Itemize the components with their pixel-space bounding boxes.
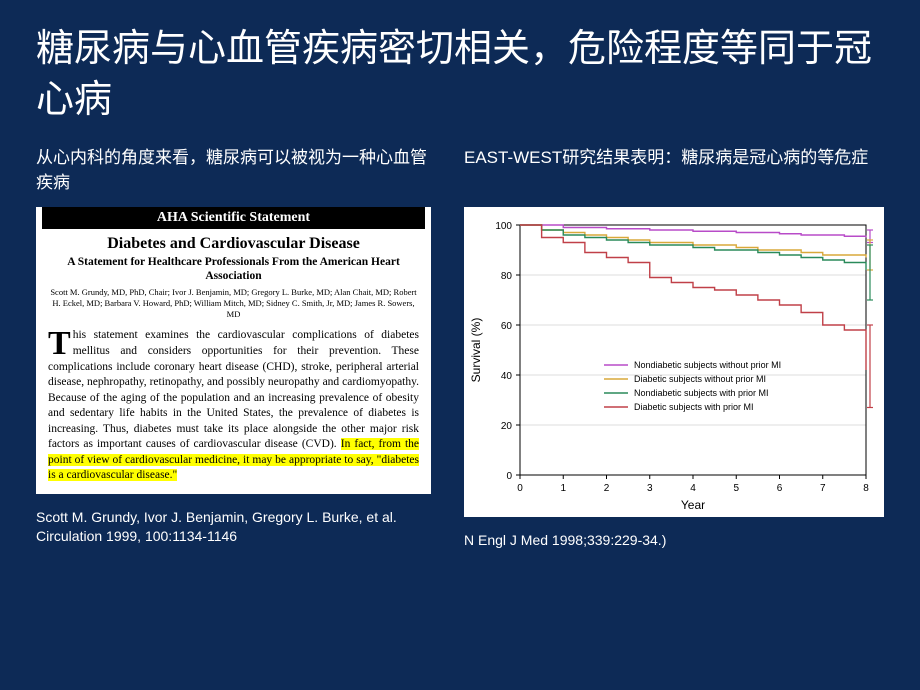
svg-text:Diabetic subjects with prior M: Diabetic subjects with prior MI [634,402,754,412]
content-columns: 从心内科的角度来看，糖尿病可以被视为一种心血管疾病 AHA Scientific… [0,145,920,551]
survival-chart: 0 20 40 60 80 100 0 1 2 3 4 5 6 7 8 Year Survival (%) Non… [464,207,884,517]
left-column: 从心内科的角度来看，糖尿病可以被视为一种心血管疾病 AHA Scientific… [36,145,440,551]
svg-text:40: 40 [501,371,513,382]
paper-body: This statement examines the cardiovascul… [36,328,431,493]
paper-authors: Scott M. Grundy, MD, PhD, Chair; Ivor J.… [46,287,421,320]
left-subheading: 从心内科的角度来看，糖尿病可以被视为一种心血管疾病 [36,145,440,197]
svg-text:100: 100 [495,221,512,232]
paper-title: Diabetes and Cardiovascular Disease [44,235,423,253]
svg-text:7: 7 [820,483,826,494]
svg-text:80: 80 [501,271,513,282]
svg-text:1: 1 [560,483,566,494]
svg-text:Survival (%): Survival (%) [469,317,483,382]
svg-text:Nondiabetic subjects with prio: Nondiabetic subjects with prior MI [634,388,769,398]
svg-text:Diabetic subjects without prio: Diabetic subjects without prior MI [634,374,766,384]
svg-text:60: 60 [501,321,513,332]
svg-text:2: 2 [604,483,610,494]
dropcap: T [48,328,73,359]
right-subheading: EAST-WEST研究结果表明：糖尿病是冠心病的等危症 [464,145,884,197]
svg-text:5: 5 [733,483,739,494]
paper-excerpt: AHA Scientific Statement Diabetes and Ca… [36,207,431,494]
paper-body-text: his statement examines the cardiovascula… [48,329,419,450]
svg-text:Nondiabetic subjects without p: Nondiabetic subjects without prior MI [634,360,781,370]
svg-text:Year: Year [681,498,705,512]
slide-title: 糖尿病与心血管疾病密切相关，危险程度等同于冠心病 [0,0,920,145]
svg-text:3: 3 [647,483,653,494]
svg-text:20: 20 [501,421,513,432]
paper-banner: AHA Scientific Statement [42,207,425,229]
right-column: EAST-WEST研究结果表明：糖尿病是冠心病的等危症 020406080100… [464,145,884,551]
svg-text:0: 0 [506,471,512,482]
survival-chart-svg: 0 20 40 60 80 100 0 1 2 3 4 5 6 7 8 Year Survival (%) Non… [464,207,884,517]
left-citation: Scott M. Grundy, Ivor J. Benjamin, Grego… [36,508,440,547]
svg-text:8: 8 [863,483,869,494]
paper-subtitle: A Statement for Healthcare Professionals… [50,255,417,284]
svg-text:6: 6 [777,483,783,494]
svg-text:4: 4 [690,483,696,494]
svg-text:0: 0 [517,483,523,494]
right-citation: N Engl J Med 1998;339:229-34.) [464,531,884,551]
